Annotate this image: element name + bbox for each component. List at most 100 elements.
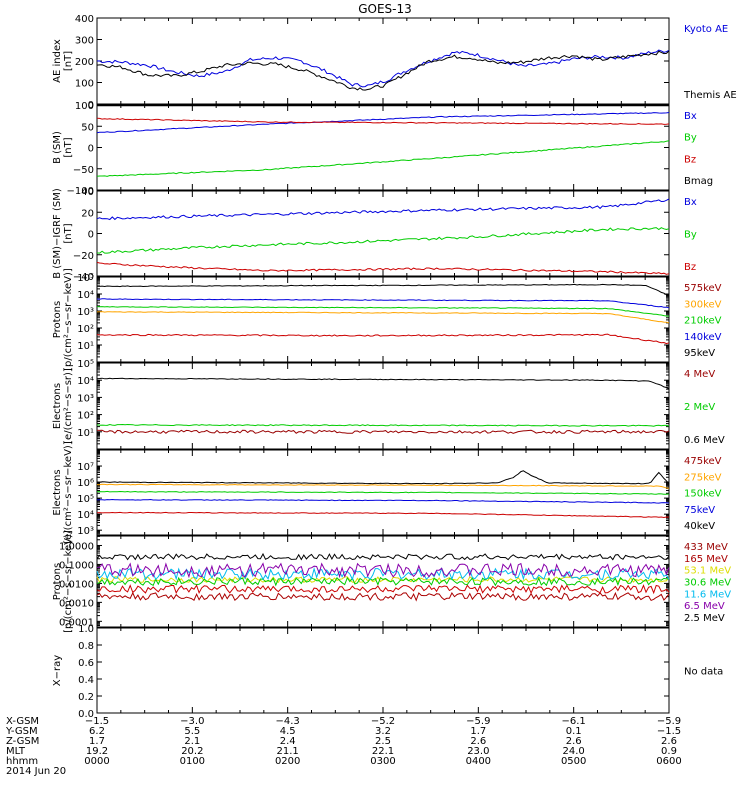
- footer-value: −5.9: [466, 716, 490, 727]
- legend-label: 140keV: [684, 332, 722, 343]
- footer-value: 2.6: [661, 736, 677, 747]
- y-tick-label: 0.0001: [59, 617, 94, 628]
- footer-value: −5.2: [371, 716, 395, 727]
- footer-row-label: X-GSM: [6, 716, 39, 727]
- panel-4: 10¹ 10² 10³ 10⁴ 10⁵ Protons [p/(cm²−s−sr−keV)]…: [52, 268, 722, 371]
- series-bz: [96, 261, 670, 275]
- legend-label: 210keV: [684, 316, 722, 327]
- y-tick-label: 0.6: [78, 658, 94, 669]
- y-tick-label: 10⁷: [77, 462, 94, 473]
- legend-label: 475keV: [684, 456, 722, 467]
- series-30-6-mev: [96, 576, 670, 587]
- series-by: [96, 227, 670, 254]
- footer-value: 3.2: [375, 726, 391, 737]
- footer-value: 0000: [84, 756, 109, 767]
- legend-label: 433 MeV: [684, 542, 728, 553]
- y-tick-label: 0.0100: [59, 579, 94, 590]
- y-tick-label: 20: [81, 208, 94, 219]
- footer-value: 2.4: [280, 736, 296, 747]
- legend-label: 75keV: [684, 505, 715, 516]
- y-tick-label: −50: [73, 165, 94, 176]
- y-tick-label: 10⁵: [77, 359, 94, 370]
- footer-row-label: Z-GSM: [6, 736, 39, 747]
- y-axis-label: Electrons: [52, 469, 63, 515]
- y-tick-label: 0.0010: [59, 598, 94, 609]
- series-bx: [96, 198, 670, 221]
- legend-label: Bmag: [684, 176, 713, 187]
- y-axis-label: [e/(cm²−s−sr)]: [63, 368, 74, 444]
- footer-value: 24.0: [563, 746, 585, 757]
- series-210kev: [96, 306, 670, 317]
- series-300kev: [96, 311, 670, 324]
- footer-value: 4.5: [280, 726, 296, 737]
- y-tick-label: 10¹: [77, 341, 94, 352]
- y-axis-label: [nT]: [63, 137, 74, 157]
- legend-label: Kyoto AE: [684, 24, 728, 35]
- footer-value: 19.2: [86, 746, 108, 757]
- legend-label: 165 MeV: [684, 554, 728, 565]
- series-bz: [96, 117, 670, 125]
- footer-value: −4.3: [276, 716, 300, 727]
- footer-value: 5.5: [184, 726, 200, 737]
- y-tick-label: 10⁴: [77, 510, 94, 521]
- y-tick-label: 50: [81, 122, 94, 133]
- series-40kev: [96, 511, 670, 519]
- legend-label: 30.6 MeV: [684, 578, 731, 589]
- series-95kev: [96, 333, 670, 345]
- legend-label: 2 MeV: [684, 402, 715, 413]
- legend-label: 4 MeV: [684, 369, 715, 380]
- y-tick-label: 100: [75, 79, 94, 90]
- y-tick-label: 300: [75, 36, 94, 47]
- panel-3: −40 −20 0 20 40 B (SM)−IGRF (SM) [nT] Bx By Bz: [52, 187, 697, 283]
- y-axis-label: Protons: [52, 563, 63, 600]
- y-axis-label: Electrons: [52, 383, 63, 429]
- y-tick-label: 40: [81, 187, 94, 198]
- y-axis-label: [e/(cm²−s−sr−keV)]: [63, 441, 74, 544]
- footer-value: 20.2: [181, 746, 203, 757]
- y-tick-label: −20: [73, 251, 94, 262]
- legend-label: 300keV: [684, 299, 722, 310]
- y-tick-label: 0.8: [78, 641, 94, 652]
- footer-value: −6.1: [562, 716, 586, 727]
- legend-label: 2.5 MeV: [684, 613, 725, 624]
- legend-label: 0.6 MeV: [684, 435, 725, 446]
- y-tick-label: 10⁵: [77, 273, 94, 284]
- legend-label: 53.1 MeV: [684, 566, 731, 577]
- footer-value: 0600: [656, 756, 681, 767]
- panel-2: −100 −50 0 50 100 B (SM) [nT] Bx By Bz Bmag: [52, 101, 713, 197]
- y-tick-label: 10³: [77, 307, 94, 318]
- panel-frame: [96, 627, 670, 714]
- legend-label: 40keV: [684, 521, 715, 532]
- footer-value: 0.9: [661, 746, 677, 757]
- footer-value: 0200: [275, 756, 300, 767]
- legend-label: Bx: [684, 197, 697, 208]
- footer-value: 0300: [370, 756, 395, 767]
- panel-frame: [96, 190, 670, 277]
- y-tick-label: 10²: [77, 324, 94, 335]
- y-axis-label: AE index: [52, 39, 63, 83]
- y-tick-label: 0.2: [78, 692, 94, 703]
- legend-label: 95keV: [684, 348, 715, 359]
- y-axis-label: [nT]: [63, 223, 74, 243]
- legend-label: By: [684, 133, 697, 144]
- series-275kev: [96, 483, 670, 489]
- series-475kev: [96, 470, 670, 485]
- legend-label: Themis AE: [683, 90, 737, 101]
- series-433-mev: [96, 552, 670, 561]
- footer-value: 0400: [466, 756, 491, 767]
- panel-8: 0.0 0.2 0.4 0.6 0.8 1.0 X−ray No data: [52, 624, 723, 720]
- series-by: [96, 140, 670, 177]
- series-140kev: [96, 298, 670, 309]
- y-tick-label: 400: [75, 14, 94, 25]
- footer-row-label: MLT: [6, 746, 26, 757]
- legend-label: 6.5 MeV: [684, 601, 725, 612]
- y-axis-label: [nT]: [63, 51, 74, 71]
- y-tick-label: 200: [75, 57, 94, 68]
- footer-row-label: 2014 Jun 20: [6, 766, 66, 777]
- y-tick-label: 10⁶: [77, 478, 94, 489]
- panel-5: 10¹ 10² 10³ 10⁴ 10⁵ Electrons [e/(cm²−s−sr)] 4 …: [52, 359, 725, 450]
- series-2-5-mev: [96, 584, 670, 595]
- footer-value: 1.7: [470, 726, 486, 737]
